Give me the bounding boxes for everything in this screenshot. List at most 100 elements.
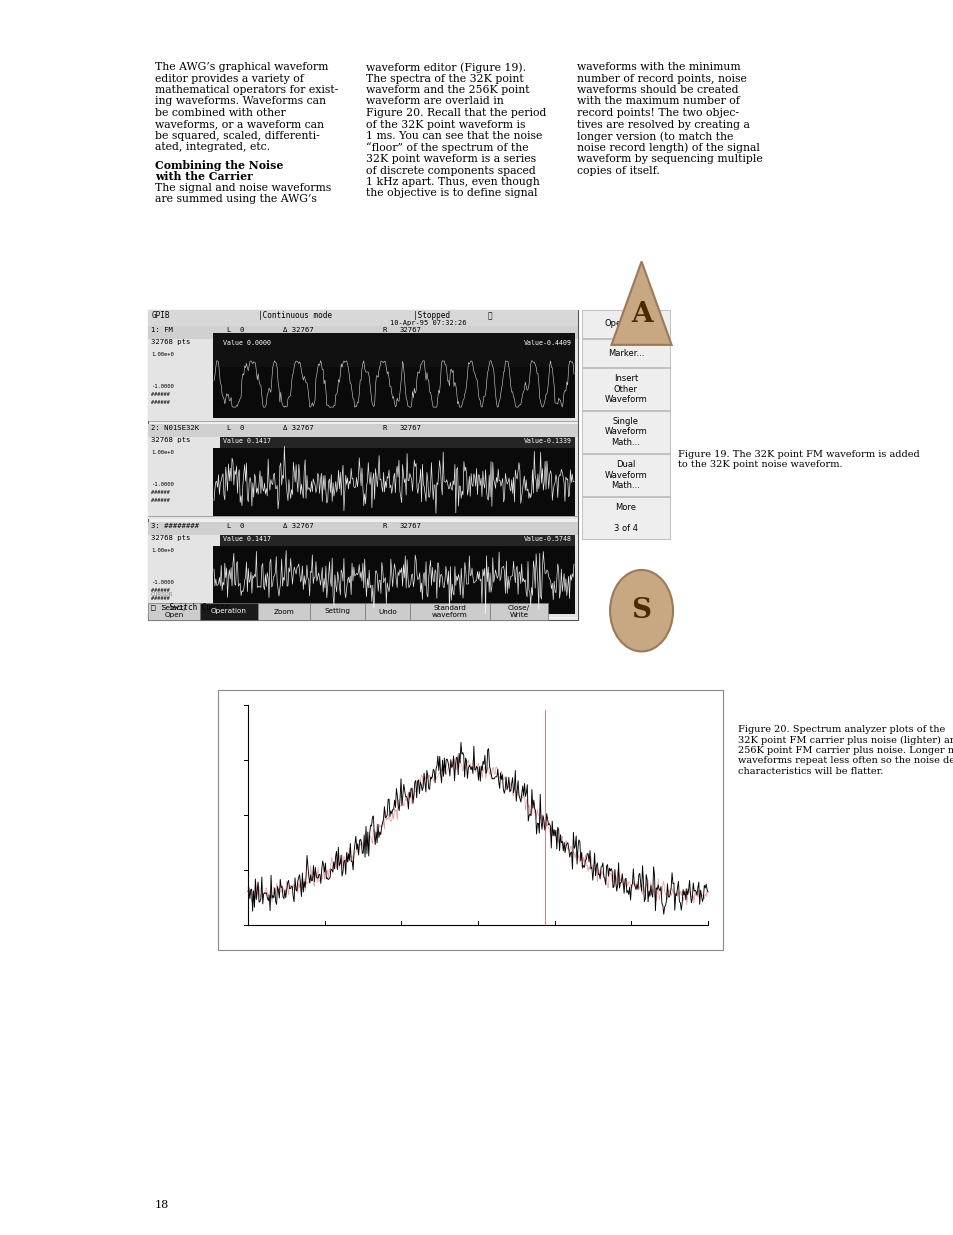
Text: noise record length) of the signal: noise record length) of the signal — [577, 142, 760, 153]
Text: The signal and noise waveforms: The signal and noise waveforms — [154, 183, 331, 193]
Text: 2: N01SE32K: 2: N01SE32K — [151, 425, 199, 431]
Bar — [148, 326, 578, 421]
Bar — [490, 603, 547, 620]
Text: waveform and the 256K point: waveform and the 256K point — [366, 85, 529, 95]
Circle shape — [610, 571, 672, 652]
Polygon shape — [611, 262, 671, 345]
Text: 18: 18 — [154, 1200, 169, 1210]
Text: waveform editor (Figure 19).: waveform editor (Figure 19). — [366, 62, 525, 73]
Text: ated, integrated, etc.: ated, integrated, etc. — [154, 142, 270, 152]
Text: L: L — [226, 327, 230, 333]
Text: Insert
Other
Waveform: Insert Other Waveform — [604, 374, 647, 404]
Text: 1 kHz apart. Thus, even though: 1 kHz apart. Thus, even though — [366, 177, 539, 186]
Text: with the Carrier: with the Carrier — [154, 172, 253, 183]
Text: Value 0.1417: Value 0.1417 — [223, 536, 271, 542]
Bar — [581, 496, 669, 538]
Bar — [581, 411, 669, 453]
Text: -1.0000: -1.0000 — [151, 482, 173, 487]
Bar — [220, 437, 575, 448]
Text: 32K point waveform is a series: 32K point waveform is a series — [366, 154, 536, 164]
Bar — [148, 424, 578, 437]
Text: Undo: Undo — [377, 609, 396, 615]
Text: of discrete components spaced: of discrete components spaced — [366, 165, 536, 175]
Text: Operation: Operation — [211, 609, 247, 615]
Bar — [148, 424, 578, 519]
Text: Marker...: Marker... — [607, 348, 643, 357]
Text: Value 0.1417: Value 0.1417 — [223, 438, 271, 445]
Bar — [581, 338, 669, 367]
Text: of the 32K point waveform is: of the 32K point waveform is — [366, 120, 525, 130]
Text: 32767: 32767 — [399, 327, 421, 333]
Text: 3: ########: 3: ######## — [151, 522, 199, 529]
Text: ######: ###### — [151, 391, 170, 396]
Text: R: R — [382, 522, 387, 529]
Text: Figure 20. Recall that the period: Figure 20. Recall that the period — [366, 107, 546, 119]
Text: ######: ###### — [151, 588, 170, 593]
Bar — [148, 522, 578, 535]
Text: ######: ###### — [151, 490, 170, 495]
Text: |Continuous mode: |Continuous mode — [257, 311, 332, 320]
Text: waveforms with the minimum: waveforms with the minimum — [577, 62, 740, 72]
Text: copies of itself.: copies of itself. — [577, 165, 659, 175]
Text: Value-0.4409: Value-0.4409 — [523, 340, 572, 346]
Bar — [213, 350, 575, 417]
Text: □ : Switch Cursor: □ : Switch Cursor — [151, 601, 230, 611]
Bar — [220, 535, 575, 546]
Text: The AWG’s graphical waveform: The AWG’s graphical waveform — [154, 62, 328, 72]
Bar — [148, 522, 578, 618]
Text: ①: ① — [488, 311, 492, 320]
Text: Figure 19. The 32K point FM waveform is added
to the 32K point noise waveform.: Figure 19. The 32K point FM waveform is … — [678, 450, 919, 469]
Text: waveform are overlaid in: waveform are overlaid in — [366, 96, 503, 106]
Text: 0: 0 — [240, 425, 244, 431]
Text: Value-0.1339: Value-0.1339 — [523, 438, 572, 445]
Bar — [148, 603, 200, 620]
Text: record points! The two objec-: record points! The two objec- — [577, 107, 739, 119]
Text: longer version (to match the: longer version (to match the — [577, 131, 733, 142]
Text: 32768 pts: 32768 pts — [151, 338, 191, 345]
Text: Dual
Waveform
Math...: Dual Waveform Math... — [604, 461, 647, 490]
Text: Operation: Operation — [604, 320, 646, 329]
Text: are summed using the AWG’s: are summed using the AWG’s — [154, 194, 316, 205]
Bar — [581, 310, 669, 338]
Text: |Stopped: |Stopped — [413, 311, 450, 320]
Text: ######: ###### — [151, 400, 170, 405]
Text: L: L — [226, 425, 230, 431]
Text: Value 0.0000: Value 0.0000 — [223, 340, 271, 346]
Text: “floor” of the spectrum of the: “floor” of the spectrum of the — [366, 142, 528, 153]
Bar — [213, 546, 575, 614]
Text: A: A — [630, 301, 652, 327]
Text: 32768 pts: 32768 pts — [151, 535, 191, 541]
Bar — [148, 326, 578, 338]
Text: 0: 0 — [240, 522, 244, 529]
Text: waveforms should be created: waveforms should be created — [577, 85, 738, 95]
Text: 0: 0 — [240, 327, 244, 333]
Text: ing waveforms. Waveforms can: ing waveforms. Waveforms can — [154, 96, 326, 106]
Bar — [200, 603, 257, 620]
Text: Δ 32767: Δ 32767 — [283, 522, 314, 529]
Text: L: L — [226, 522, 230, 529]
Text: Figure 20. Spectrum analyzer plots of the
32K point FM carrier plus noise (light: Figure 20. Spectrum analyzer plots of th… — [738, 725, 953, 776]
Bar — [148, 310, 578, 326]
Text: More

3 of 4: More 3 of 4 — [614, 503, 638, 532]
Text: -1.0000: -1.0000 — [151, 580, 173, 585]
Bar — [310, 603, 365, 620]
Bar — [220, 338, 575, 350]
Text: waveform by sequencing multiple: waveform by sequencing multiple — [577, 154, 762, 164]
Text: GPIB: GPIB — [152, 311, 171, 320]
Text: ######: ###### — [151, 597, 170, 601]
Text: Select/
Open: Select/ Open — [161, 605, 186, 618]
Text: 1.00e+0: 1.00e+0 — [151, 352, 173, 357]
Text: Close/
Write: Close/ Write — [507, 605, 530, 618]
Text: Δ 32767: Δ 32767 — [283, 425, 314, 431]
Text: waveforms, or a waveform can: waveforms, or a waveform can — [154, 120, 324, 130]
Text: 1 ms. You can see that the noise: 1 ms. You can see that the noise — [366, 131, 542, 141]
Text: 1.00e+0: 1.00e+0 — [151, 450, 173, 454]
Text: with the maximum number of: with the maximum number of — [577, 96, 740, 106]
Bar — [213, 448, 575, 516]
Bar — [410, 603, 490, 620]
Text: -1.0000: -1.0000 — [151, 384, 173, 389]
Bar — [257, 603, 310, 620]
Bar — [581, 368, 669, 410]
Text: the objective is to define signal: the objective is to define signal — [366, 189, 537, 199]
Bar — [213, 333, 575, 367]
